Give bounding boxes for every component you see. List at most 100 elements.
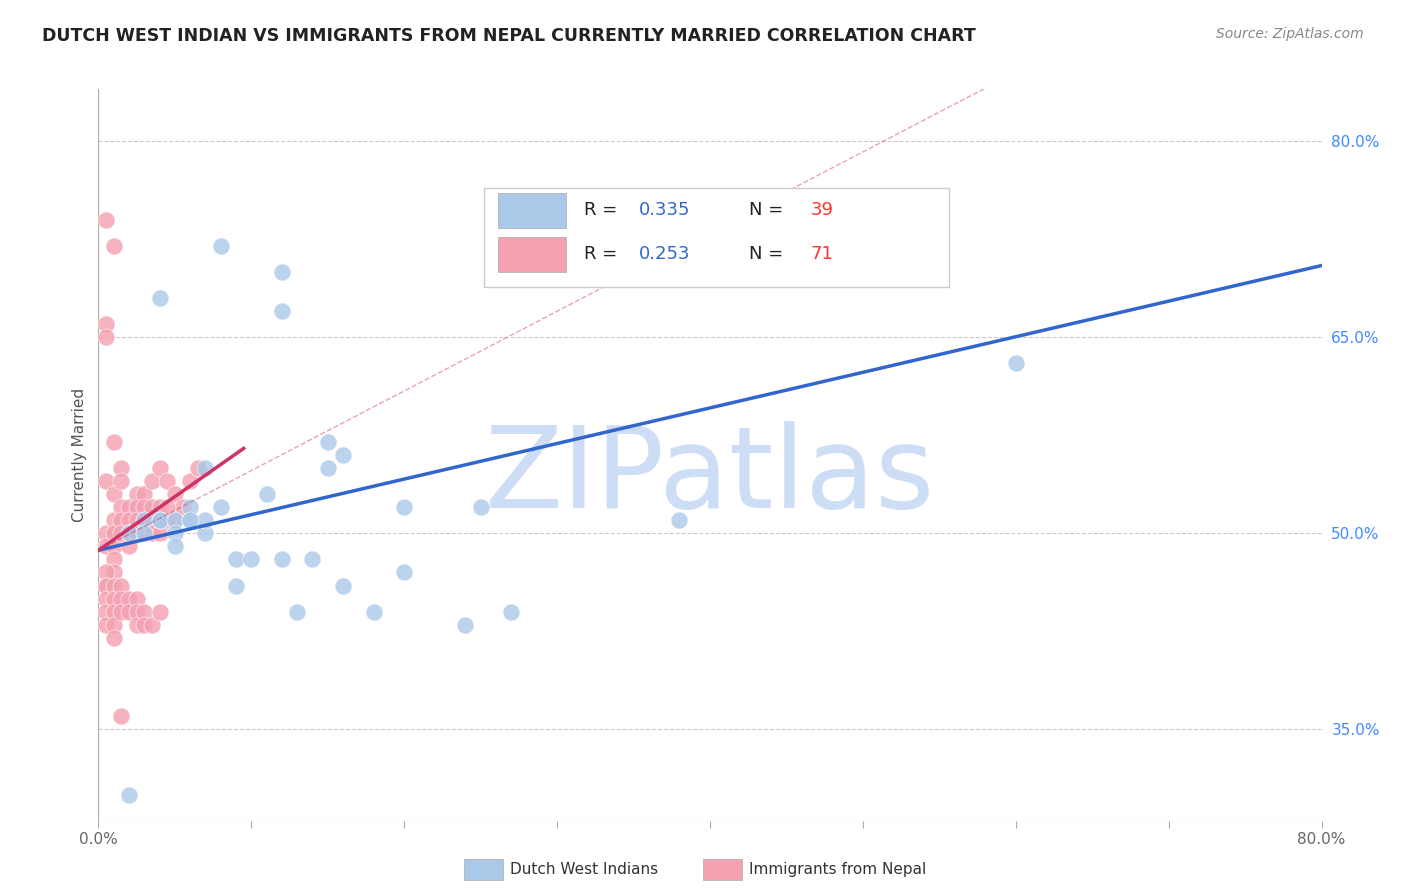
Point [141,500,163,515]
Point [94,526,117,541]
Point [103,605,125,619]
Point [285,605,308,619]
Point [94,566,117,580]
Point [209,239,232,253]
Point [156,513,179,527]
Point [316,461,339,475]
Point [110,578,132,592]
Point [125,617,148,632]
Point [134,526,156,541]
Point [134,487,156,501]
Point [118,500,141,515]
Point [118,605,141,619]
Point [94,330,117,344]
Point [110,461,132,475]
Point [103,434,125,449]
Point [118,526,141,541]
Text: ZIPatlas: ZIPatlas [485,421,935,533]
Point [103,552,125,566]
Point [110,526,132,541]
Point [103,617,125,632]
Point [156,500,179,515]
Point [179,513,201,527]
Point [270,304,292,318]
Point [125,487,148,501]
Point [110,605,132,619]
Point [668,513,690,527]
Point [392,500,416,515]
Point [118,539,141,553]
Point [110,474,132,488]
Point [103,591,125,606]
Text: N =: N = [749,244,789,263]
Point [103,566,125,580]
Point [125,526,148,541]
FancyBboxPatch shape [498,237,565,272]
Point [118,526,141,541]
Point [134,513,156,527]
Point [392,566,416,580]
Point [149,513,172,527]
Point [134,526,156,541]
Text: DUTCH WEST INDIAN VS IMMIGRANTS FROM NEPAL CURRENTLY MARRIED CORRELATION CHART: DUTCH WEST INDIAN VS IMMIGRANTS FROM NEP… [42,27,976,45]
Point [134,500,156,515]
Point [103,239,125,253]
Point [94,212,117,227]
Point [141,474,163,488]
Text: R =: R = [583,244,623,263]
Point [141,617,163,632]
Point [270,552,292,566]
Point [125,605,148,619]
FancyBboxPatch shape [484,188,949,286]
Point [103,526,125,541]
Y-axis label: Currently Married: Currently Married [72,388,87,522]
Point [94,578,117,592]
FancyBboxPatch shape [498,193,565,228]
Text: Immigrants from Nepal: Immigrants from Nepal [749,863,927,877]
Point [149,500,172,515]
Point [94,617,117,632]
Point [125,513,148,527]
Point [141,526,163,541]
Point [103,631,125,645]
Point [110,513,132,527]
Text: 39: 39 [810,201,834,219]
Point [501,605,523,619]
Point [103,578,125,592]
Point [110,709,132,723]
Point [94,591,117,606]
Point [163,513,186,527]
Point [149,605,172,619]
Point [225,578,247,592]
Point [149,526,172,541]
Point [118,526,141,541]
Text: Source: ZipAtlas.com: Source: ZipAtlas.com [1216,27,1364,41]
Point [141,513,163,527]
Point [256,487,278,501]
Point [194,526,217,541]
Text: N =: N = [749,201,789,219]
Point [163,526,186,541]
Point [110,500,132,515]
Point [225,552,247,566]
Point [156,474,179,488]
Point [134,617,156,632]
Point [332,578,354,592]
Point [240,552,263,566]
Point [94,605,117,619]
Point [149,291,172,305]
Point [125,591,148,606]
Point [134,513,156,527]
Point [103,539,125,553]
Point [332,448,354,462]
Text: 71: 71 [810,244,834,263]
Point [187,461,209,475]
Point [209,500,232,515]
Point [194,461,217,475]
Point [316,434,339,449]
Point [118,513,141,527]
Point [94,578,117,592]
Point [118,788,141,802]
Point [103,513,125,527]
Point [110,591,132,606]
